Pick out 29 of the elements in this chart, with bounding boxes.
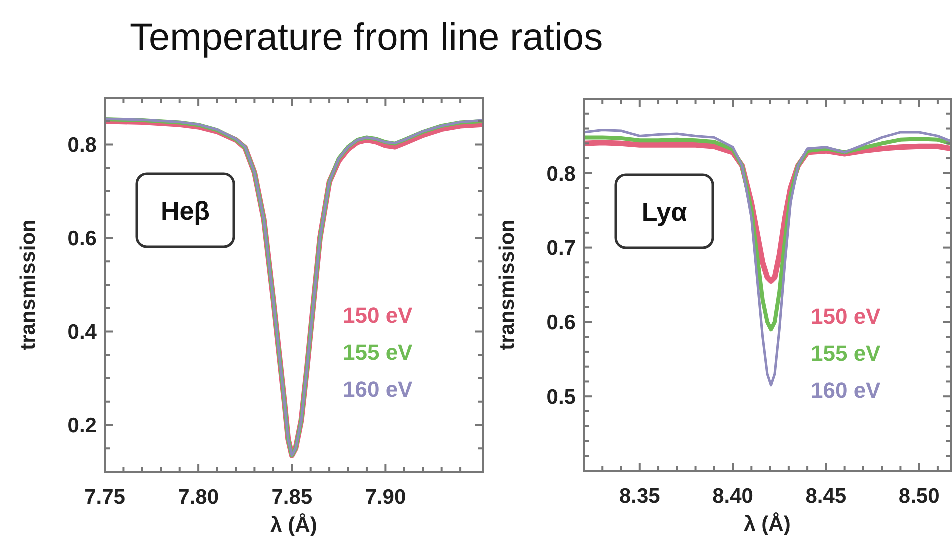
y-tick-label: 0.7 xyxy=(546,237,576,260)
x-tick-label: 8.40 xyxy=(712,485,754,508)
text: 150 eV xyxy=(811,304,882,329)
x-axis-title: λ (Å) xyxy=(744,512,791,536)
y-tick-label: 0.8 xyxy=(546,162,576,186)
annotation: Lyα xyxy=(642,197,688,228)
series-label: 150 eV xyxy=(343,303,414,328)
y-tick-label: 0.6 xyxy=(546,312,576,335)
y-tick-label: 0.4 xyxy=(68,321,98,344)
x-tick-label: 7.90 xyxy=(365,486,406,509)
series-label: 160 eV xyxy=(811,378,882,403)
y-tick-label: 0.5 xyxy=(546,386,576,409)
x-tick-label: 7.85 xyxy=(272,486,313,509)
y-tick-label: 0.2 xyxy=(68,414,97,438)
x-tick-label: 8.50 xyxy=(898,485,940,508)
chart-title: Temperature from line ratios xyxy=(130,17,604,59)
series-label: 155 eV xyxy=(811,341,882,366)
series-label: 160 eV xyxy=(343,377,414,402)
y-tick-label: 0.8 xyxy=(68,134,98,158)
x-tick-label: 7.75 xyxy=(84,486,126,509)
x-tick-label: 8.35 xyxy=(619,485,661,508)
y-axis-title: transmission xyxy=(17,220,40,350)
x-axis-title: λ (Å) xyxy=(270,513,318,537)
series-label: 155 eV xyxy=(343,340,414,365)
x-tick-label: 8.45 xyxy=(806,485,847,508)
y-axis-title: transmission xyxy=(496,220,519,350)
y-tick-label: 0.6 xyxy=(68,228,97,251)
annotation: Heβ xyxy=(160,196,210,226)
x-tick-label: 7.80 xyxy=(178,486,219,509)
